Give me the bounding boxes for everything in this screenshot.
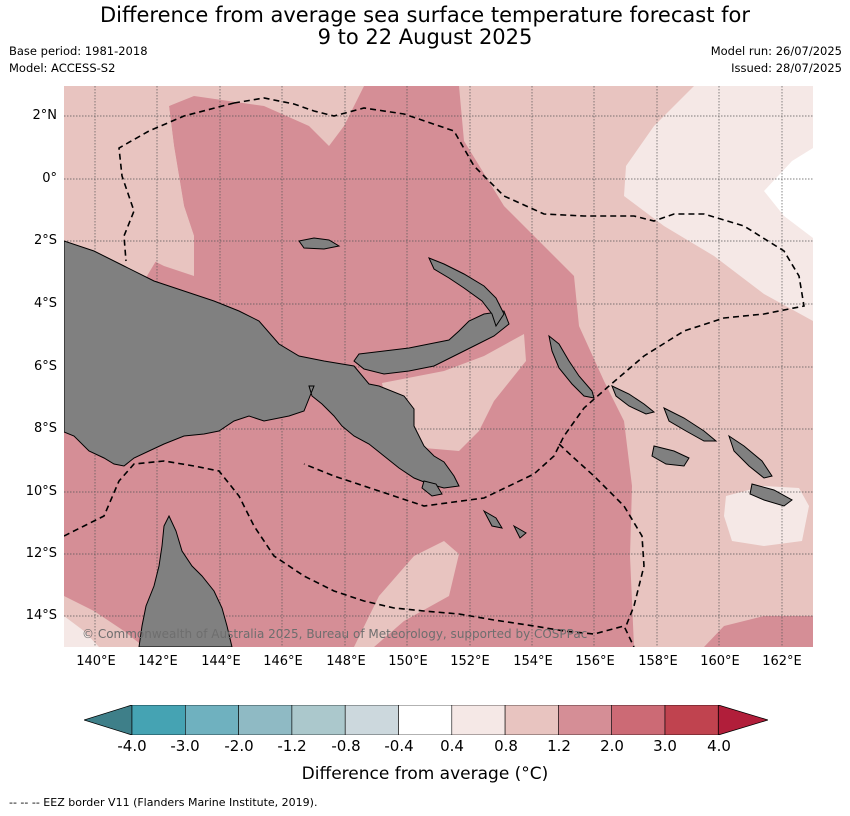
new-guinea-land — [64, 240, 460, 489]
santa-isabel-land — [663, 406, 718, 442]
model-run-text: Model run: 26/07/2025 — [710, 44, 842, 58]
colorbar-segment — [664, 705, 719, 735]
colorbar-tick: -2.0 — [224, 737, 254, 755]
colorbar-segment — [131, 705, 186, 735]
sst-anomaly-map: © Commonwealth of Australia 2025, Bureau… — [64, 86, 813, 647]
colorbar-segment — [611, 705, 666, 735]
lon-label-160e: 160°E — [700, 654, 740, 669]
lat-label-0: 0° — [42, 171, 57, 186]
colorbar-segment — [398, 705, 453, 735]
lat-label-10s: 10°S — [25, 484, 57, 499]
lat-label-6s: 6°S — [33, 359, 57, 374]
lon-label-150e: 150°E — [388, 654, 428, 669]
lon-label-140e: 140°E — [76, 654, 116, 669]
colorbar-segment — [344, 705, 399, 735]
colorbar-segment — [238, 705, 293, 735]
anomaly-region-0.8-1.2-west — [64, 86, 214, 276]
lat-label-2s: 2°S — [33, 233, 57, 248]
issued-text: Issued: 28/07/2025 — [731, 61, 842, 75]
lat-label-14s: 14°S — [25, 608, 57, 623]
model-text: Model: ACCESS-S2 — [9, 61, 116, 75]
manus-island-land — [298, 237, 341, 250]
colorbar-tick: 1.2 — [547, 737, 571, 755]
makira-land — [749, 483, 793, 507]
colorbar-segment — [291, 705, 346, 735]
colorbar-segment — [451, 705, 506, 735]
lon-label-158e: 158°E — [638, 654, 678, 669]
lon-label-156e: 156°E — [575, 654, 615, 669]
colorbar-segment — [558, 705, 612, 735]
lat-label-2n: 2°N — [32, 108, 58, 123]
colorbar-tick: 2.0 — [600, 737, 624, 755]
bougainville-land — [548, 334, 595, 399]
map-title-line2: 9 to 22 August 2025 — [317, 25, 533, 49]
colorbar-over-triangle — [717, 705, 768, 735]
colorbar-tick: 4.0 — [707, 737, 731, 755]
anomaly-region-1.2-2.0-se — [704, 616, 813, 647]
louisiade-land — [482, 509, 527, 539]
anomaly-region-0.4-0.8-sw — [64, 616, 99, 647]
anomaly-region-neutral-ne — [764, 148, 813, 238]
lat-label-8s: 8°S — [33, 421, 57, 436]
colorbar-tick: -1.2 — [277, 737, 307, 755]
anomaly-region-0.8-1.2-solomon-sea — [382, 334, 526, 451]
cape-york-land — [138, 514, 233, 647]
lon-label-162e: 162°E — [762, 654, 802, 669]
new-britain-land — [353, 310, 510, 375]
lat-label-4s: 4°S — [33, 296, 57, 311]
lon-label-152e: 152°E — [450, 654, 490, 669]
meta-right: Model run: 26/07/2025 Issued: 28/07/2025 — [711, 43, 842, 77]
lon-label-148e: 148°E — [326, 654, 366, 669]
colorbar — [84, 705, 768, 735]
anomaly-region-0.8-1.2-coral-sea — [354, 541, 459, 647]
land — [64, 237, 793, 647]
colorbar-tick: -0.8 — [331, 737, 361, 755]
colorbar-tick: -3.0 — [170, 737, 200, 755]
colorbar-label: Difference from average (°C) — [301, 764, 549, 784]
colorbar-tick: 3.0 — [653, 737, 677, 755]
eez-footnote: -- -- -- EEZ border V11 (Flanders Marine… — [9, 796, 318, 809]
lon-label-146e: 146°E — [263, 654, 303, 669]
colorbar-tick: -4.0 — [117, 737, 147, 755]
colorbar-tick: 0.8 — [494, 737, 518, 755]
lon-label-154e: 154°E — [513, 654, 553, 669]
colorbar-tick: 0.4 — [440, 737, 464, 755]
dentrecasteaux-land — [421, 480, 443, 497]
anomaly-region-0.4-0.8-ne — [624, 86, 813, 321]
malaita-land — [728, 434, 773, 479]
guadalcanal-land — [651, 445, 690, 467]
eez-border — [64, 97, 805, 647]
colorbar-tick: -0.4 — [384, 737, 414, 755]
colorbar-segment — [504, 705, 559, 735]
lat-label-12s: 12°S — [25, 546, 57, 561]
new-ireland-land — [428, 257, 505, 328]
base-period-text: Base period: 1981-2018 — [9, 44, 148, 58]
lon-label-144e: 144°E — [201, 654, 241, 669]
map-title: Difference from average sea surface temp… — [0, 4, 850, 48]
map-copyright: © Commonwealth of Australia 2025, Bureau… — [82, 627, 587, 641]
lon-label-142e: 142°E — [138, 654, 178, 669]
colorbar-under-triangle — [84, 705, 133, 735]
colorbar-segment — [185, 705, 239, 735]
choiseul-land — [611, 385, 656, 415]
meta-left: Base period: 1981-2018 Model: ACCESS-S2 — [9, 43, 148, 77]
map-title-line1: Difference from average sea surface temp… — [100, 3, 750, 27]
